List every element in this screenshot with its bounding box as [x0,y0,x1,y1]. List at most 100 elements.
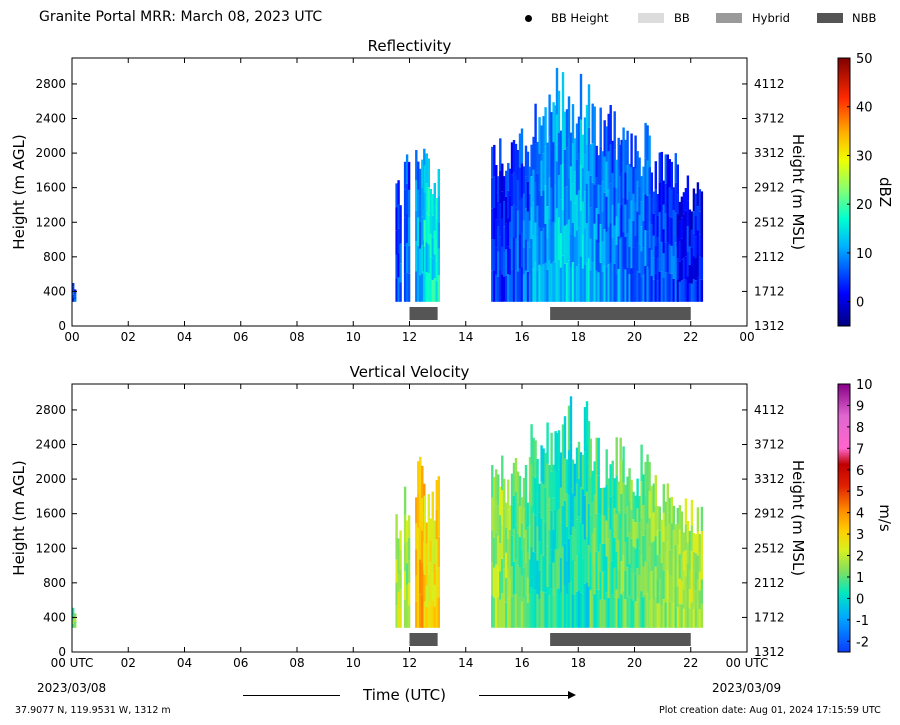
echo-cell [593,223,596,263]
echo-cell [688,608,692,628]
echo-cell [399,205,402,225]
echo-cell [622,232,625,267]
echo-cell [642,474,645,506]
echo-cell [589,552,592,590]
echo-cell [437,169,440,196]
echo-cell [638,272,641,302]
echo-cell [421,216,424,245]
echo-cell [648,194,651,222]
echo-cell [526,241,530,272]
echo-cell [686,563,690,586]
y-tick-label-right: 1712 [754,610,785,624]
echo-cell [534,182,537,223]
x-tick-label: 18 [571,330,586,344]
echo-cell [550,510,553,550]
colorbar-tick-label: -1 [856,614,869,629]
echo-cell [615,273,618,302]
echo-cell [644,158,647,195]
echo-cell [528,220,532,248]
echo-cell [626,130,629,165]
echo-cell [503,508,506,539]
echo-cell [536,269,539,302]
echo-cell [593,594,596,628]
echo-cell [565,109,569,148]
echo-cell [583,583,587,628]
echo-cell [561,465,565,506]
echo-cell [672,505,675,531]
echo-cell [546,504,549,546]
echo-cell [646,454,649,490]
echo-cell [670,161,673,190]
echo-cell [395,536,398,560]
echo-cell [664,602,667,628]
echo-cell [609,464,612,497]
echo-cell [419,168,422,196]
echo-cell [656,530,659,555]
hybrid-swatch-icon [716,13,742,23]
echo-cell [544,522,547,558]
echo-cell [522,507,526,538]
echo-cell [501,524,504,559]
echo-cell [599,185,602,225]
echo-cell [540,160,543,196]
chart-title: Vertical Velocity [350,363,470,381]
echo-cell [419,195,422,222]
echo-cell [676,258,680,280]
echo-cell [670,189,673,218]
echo-cell [688,246,692,265]
y-tick-label-right: 2112 [754,250,785,264]
echo-cell [524,208,528,240]
echo-cell [421,563,424,596]
echo-cell [646,125,649,161]
echo-cell [74,296,77,300]
echo-cell [505,577,508,603]
echo-cell [692,279,696,302]
echo-cell [587,171,591,215]
echo-cell [493,567,496,598]
echo-cell [427,273,430,302]
echo-cell [690,551,694,577]
echo-cell [680,558,684,582]
echo-cell [559,522,563,558]
echo-cell [664,552,667,578]
echo-cell [507,538,510,569]
echo-cell [415,210,418,242]
echo-cell [493,537,496,568]
echo-cell [666,512,669,542]
echo-cell [692,608,696,628]
echo-cell [609,105,612,145]
echo-cell [540,554,543,592]
echo-cell [676,164,679,192]
echo-cell [555,161,559,209]
x-tick-label: 00 [739,330,754,344]
echo-cell [615,475,618,514]
echo-cell [636,151,639,182]
echo-cell [540,266,543,302]
echo-cell [495,564,498,597]
echo-cell [530,144,533,177]
echo-cell [423,274,426,302]
echo-cell [674,607,677,628]
echo-cell [628,500,631,533]
echo-cell [601,515,604,544]
echo-cell [593,528,596,562]
echo-cell [617,236,620,269]
echo-cell [644,594,647,628]
echo-cell [536,492,539,527]
echo-cell [668,244,671,274]
echo-cell [571,104,575,144]
echo-cell [425,564,428,586]
colorbar-tick-label: 0 [856,592,864,607]
echo-cell [642,597,645,628]
echo-cell [423,192,426,220]
echo-cell [435,539,438,569]
echo-cell [682,608,686,628]
echo-cell [634,522,637,549]
echo-cell [405,542,409,564]
echo-cell [676,544,680,566]
echo-cell [534,262,537,302]
echo-cell [503,176,506,202]
time-axis-label: Time (UTC) [363,686,446,704]
echo-cell [607,568,610,598]
echo-cell [587,127,591,172]
